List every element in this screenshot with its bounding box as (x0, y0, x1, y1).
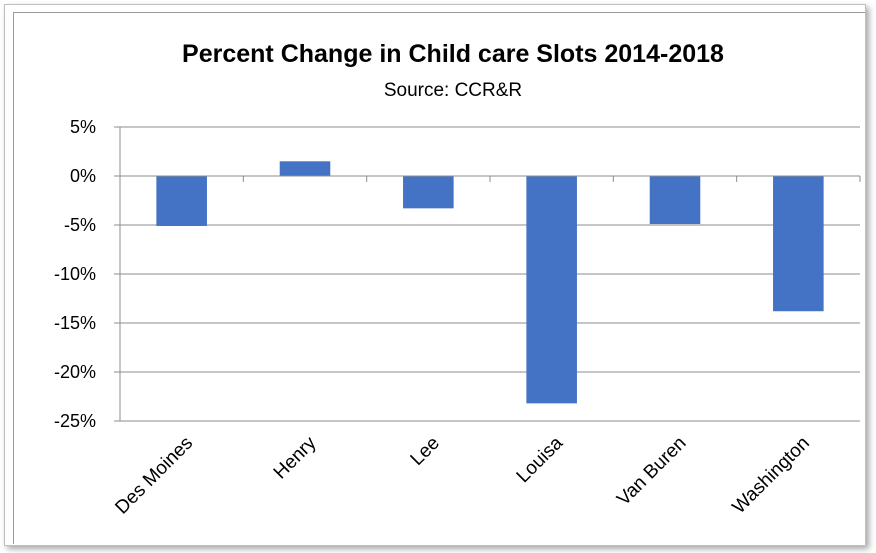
bar (156, 176, 207, 226)
bar (649, 176, 701, 225)
y-tick-label: -25% (54, 411, 96, 431)
y-tick-label: -5% (64, 215, 96, 235)
x-tick-label: Louisa (513, 432, 568, 487)
x-tick-label: Washington (729, 433, 814, 518)
x-tick-label: Des Moines (111, 433, 197, 519)
y-tick-label: -20% (54, 362, 96, 382)
chart-frame (4, 4, 866, 546)
axes (114, 126, 861, 422)
gridlines (120, 126, 860, 422)
y-tick-label: -15% (54, 313, 96, 333)
x-axis-labels: Des Moines Henry Lee Louisa Van Buren Washing… (111, 432, 813, 518)
bar (526, 176, 577, 404)
x-tick-label: Henry (270, 432, 321, 483)
chart-subtitle: Source: CCR&R (384, 80, 522, 101)
bars (156, 161, 824, 404)
bar (403, 176, 454, 209)
bar (773, 176, 824, 312)
x-tick-label: Lee (407, 433, 444, 470)
y-axis-labels: 5% 0% -5% -10% -15% -20% -25% (54, 117, 96, 431)
chart-title: Percent Change in Child care Slots 2014-… (182, 40, 724, 68)
chart-inner-border (13, 12, 865, 544)
y-tick-label: 5% (70, 117, 96, 137)
bar (279, 161, 331, 176)
x-tick-label: Van Buren (613, 433, 690, 510)
y-tick-label: 0% (70, 166, 96, 186)
y-tick-label: -10% (54, 264, 96, 284)
